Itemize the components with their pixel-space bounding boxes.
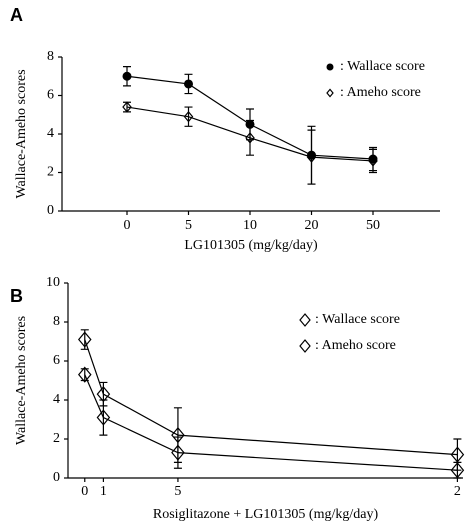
- error-bar: [246, 119, 254, 156]
- x-tick-label: 10: [243, 218, 257, 233]
- error-bar: [80, 368, 89, 382]
- data-point: [122, 71, 132, 81]
- panel-letter: A: [10, 5, 23, 25]
- x-tick-label: 20: [305, 218, 319, 233]
- x-axis-label: Rosiglitazone + LG101305 (mg/kg/day): [153, 507, 379, 522]
- data-point: [183, 110, 194, 123]
- data-point: [77, 331, 92, 348]
- legend-label: : Ameho score: [340, 85, 421, 100]
- data-point: [171, 444, 185, 461]
- error-bar: [369, 148, 377, 174]
- legend-marker: [326, 88, 334, 98]
- legend-label: : Wallace score: [315, 312, 400, 327]
- legend-label: : Wallace score: [340, 59, 425, 74]
- y-tick-label: 6: [53, 353, 60, 368]
- data-point: [306, 151, 317, 163]
- data-point: [122, 101, 132, 113]
- data-point: [96, 409, 111, 426]
- y-axis-label: Wallace-Ameho scores: [14, 316, 29, 445]
- x-tick-label: 0: [81, 484, 88, 499]
- y-tick-label: 8: [47, 49, 54, 64]
- series-line: [84, 339, 458, 456]
- y-tick-label: 4: [53, 392, 60, 407]
- legend-marker: [299, 313, 311, 327]
- data-point: [184, 79, 193, 89]
- x-tick-label: 1: [100, 484, 107, 499]
- y-tick-label: 2: [53, 431, 60, 446]
- y-tick-label: 0: [53, 470, 60, 485]
- x-tick-label: 2: [454, 484, 461, 499]
- y-tick-label: 2: [47, 165, 54, 180]
- legend-marker: [299, 339, 311, 353]
- data-point: [245, 132, 255, 144]
- x-tick-label: 5: [174, 484, 181, 499]
- y-tick-label: 8: [53, 314, 60, 329]
- error-bar: [99, 399, 108, 436]
- x-tick-label: 50: [366, 218, 380, 233]
- y-axis-label: Wallace-Ameho scores: [14, 69, 29, 198]
- y-tick-label: 10: [46, 275, 60, 290]
- y-tick-label: 0: [47, 203, 54, 218]
- data-point: [368, 155, 378, 167]
- data-point: [77, 366, 92, 383]
- x-tick-label: 0: [124, 218, 131, 233]
- series-line: [84, 374, 458, 471]
- legend-label: : Ameho score: [315, 338, 396, 353]
- data-point: [450, 462, 465, 479]
- x-tick-label: 5: [185, 218, 192, 233]
- x-axis-label: LG101305 (mg/kg/day): [184, 238, 318, 253]
- error-bar: [184, 106, 193, 127]
- y-tick-label: 6: [47, 88, 54, 103]
- legend-marker: [326, 63, 334, 71]
- error-bar: [173, 436, 182, 469]
- panel-letter: B: [10, 286, 23, 306]
- error-bar: [307, 129, 316, 185]
- y-tick-label: 4: [47, 126, 54, 141]
